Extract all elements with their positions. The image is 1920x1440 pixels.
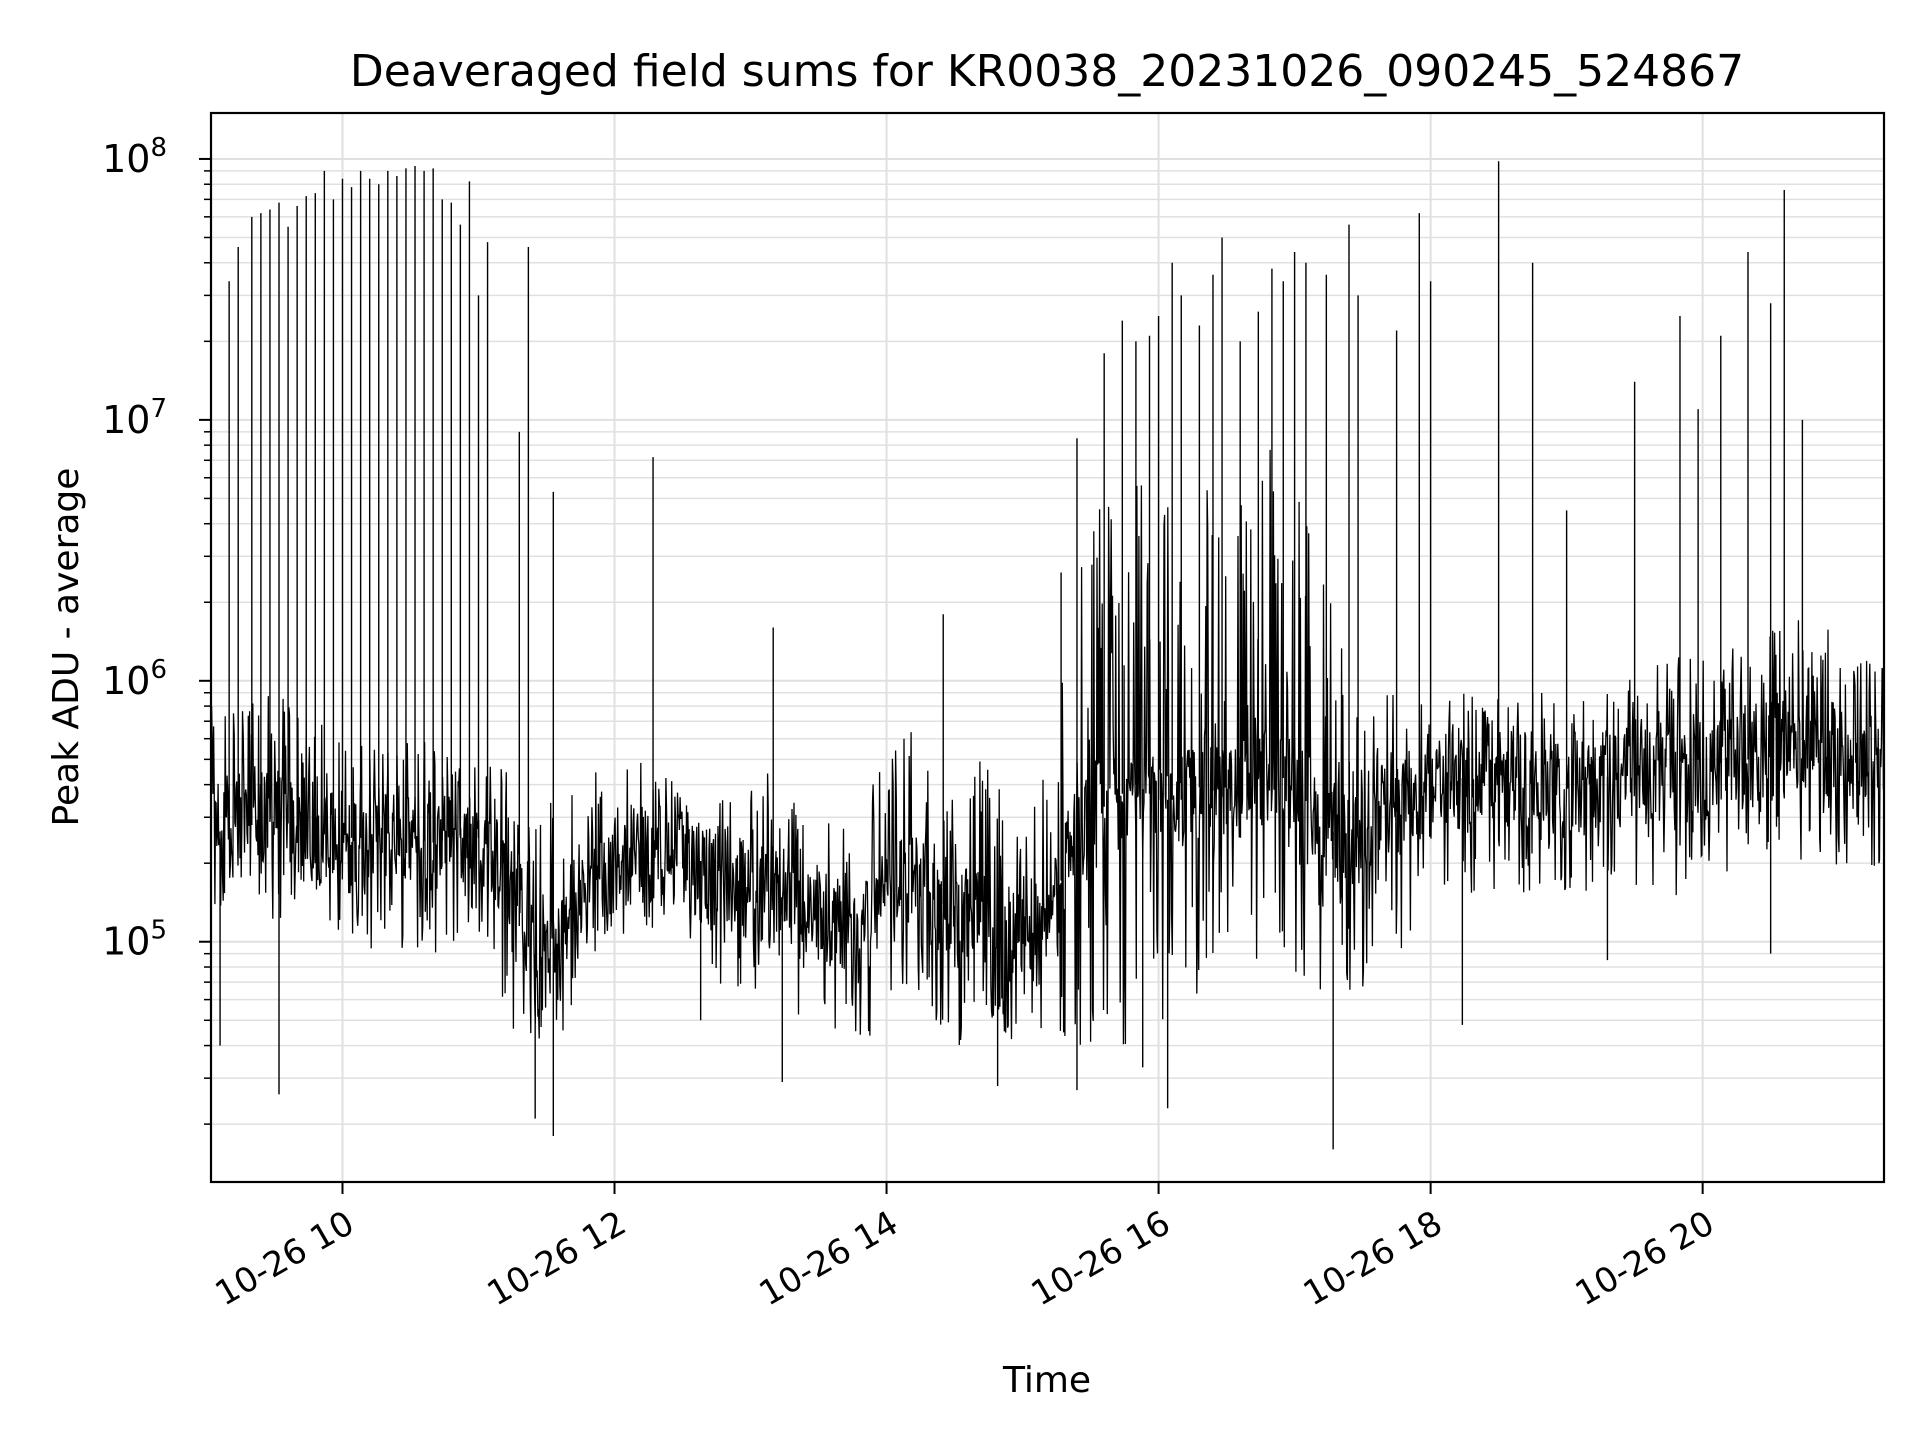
chart-title: Deaveraged field sums for KR0038_2023102… [350, 46, 1744, 97]
y-tick-label: 107 [102, 394, 167, 442]
y-tick-label: 105 [102, 916, 167, 964]
series-layer [210, 161, 1885, 1150]
y-tick-label: 108 [102, 133, 167, 181]
y-axis-label: Peak ADU - average [46, 468, 87, 827]
series-line [210, 449, 1885, 1046]
plot-frame [209, 111, 1886, 1184]
x-axis-label: Time [1002, 1360, 1091, 1401]
y-tick-label: 106 [102, 655, 167, 703]
